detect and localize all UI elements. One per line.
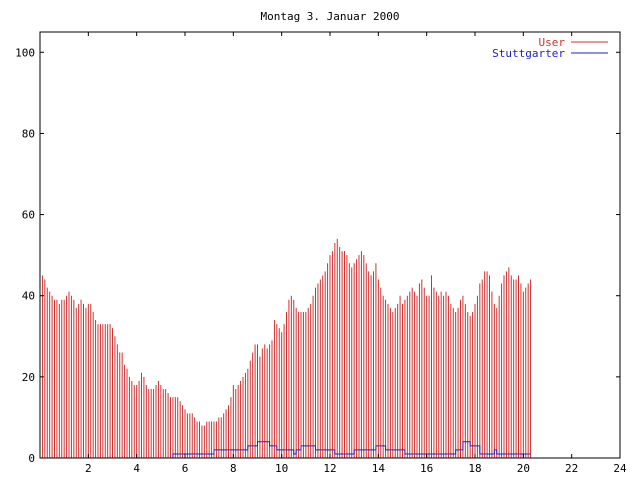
y-tick-label: 40	[22, 290, 35, 303]
x-tick-label: 14	[372, 462, 386, 475]
legend-user-label: User	[539, 36, 566, 49]
y-tick-label: 100	[15, 46, 35, 59]
y-tick-label: 60	[22, 209, 35, 222]
x-tick-label: 20	[517, 462, 530, 475]
x-tick-label: 8	[230, 462, 237, 475]
x-tick-label: 10	[275, 462, 288, 475]
x-tick-label: 6	[182, 462, 189, 475]
x-tick-label: 12	[323, 462, 336, 475]
user-series	[39, 238, 532, 458]
stuttgarter-series	[40, 441, 531, 459]
x-tick-label: 24	[613, 462, 627, 475]
x-tick-label: 2	[85, 462, 92, 475]
x-tick-label: 22	[565, 462, 578, 475]
x-tick-label: 16	[420, 462, 433, 475]
y-tick-label: 80	[22, 127, 35, 140]
chart-title: Montag 3. Januar 2000	[260, 10, 399, 23]
y-tick-label: 20	[22, 371, 35, 384]
legend: User Stuttgarter	[492, 36, 608, 60]
y-tick-label: 0	[28, 452, 35, 465]
x-tick-label: 18	[468, 462, 481, 475]
x-tick-label: 4	[133, 462, 140, 475]
legend-stuttgarter-label: Stuttgarter	[492, 47, 565, 60]
stuttgarter-line	[40, 441, 531, 459]
